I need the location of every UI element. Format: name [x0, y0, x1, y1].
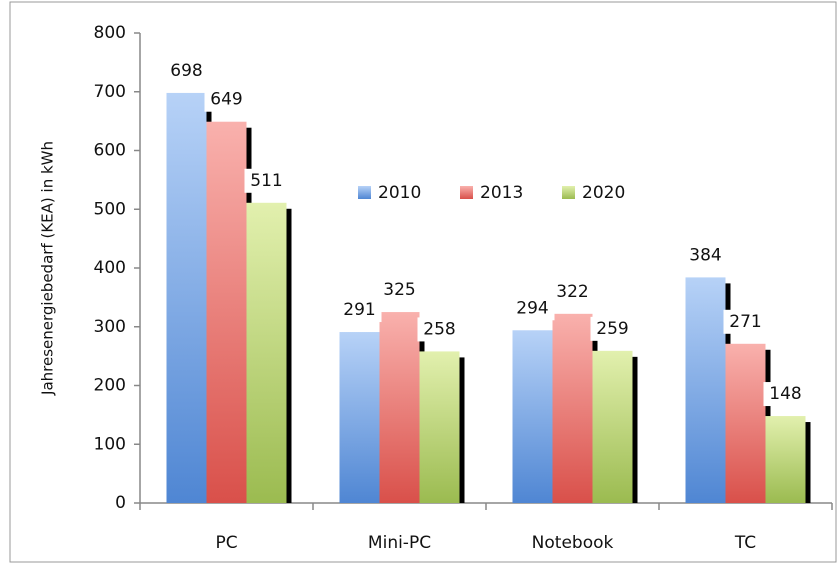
bar	[592, 350, 633, 503]
bar	[725, 343, 766, 503]
data-label: 325	[383, 280, 415, 300]
data-label: 294	[516, 298, 548, 318]
data-label: 649	[210, 90, 242, 110]
data-label: 698	[170, 61, 202, 81]
bar-shadow	[805, 422, 811, 503]
legend-swatch	[562, 186, 575, 199]
bar-shadow	[459, 357, 465, 503]
y-tick-label: 400	[94, 258, 126, 278]
data-label: 384	[689, 245, 721, 265]
data-label-bg	[763, 382, 808, 407]
data-label: 322	[556, 282, 588, 302]
data-label-bg	[417, 317, 462, 342]
bar	[166, 92, 207, 504]
x-tick-label: TC	[734, 533, 756, 553]
legend-label: 2013	[480, 183, 523, 203]
y-tick-label: 700	[94, 82, 126, 102]
y-tick-label: 0	[115, 493, 126, 513]
data-label: 511	[250, 171, 282, 191]
data-label-bg	[337, 298, 382, 323]
bar	[246, 202, 287, 503]
data-label: 148	[769, 384, 801, 404]
data-label-bg	[204, 87, 249, 112]
data-label-bg	[723, 309, 768, 334]
x-tick-label: Notebook	[532, 533, 614, 553]
y-tick-label: 200	[94, 376, 126, 396]
legend-swatch	[358, 186, 371, 199]
data-label-bg	[377, 278, 422, 303]
bar	[419, 351, 460, 503]
bar	[339, 332, 380, 503]
bar-shadow	[286, 208, 292, 503]
data-label: 259	[596, 319, 628, 339]
x-tick-label: PC	[215, 533, 237, 553]
bar-shadow	[632, 356, 638, 503]
data-label-bg	[510, 296, 555, 321]
data-label-bg	[683, 243, 728, 268]
x-tick-label: Mini-PC	[368, 533, 431, 553]
data-label-bg	[164, 58, 209, 83]
y-tick-label: 100	[94, 434, 126, 454]
bar	[512, 330, 553, 503]
legend-label: 2020	[582, 183, 625, 203]
bar	[552, 313, 593, 503]
y-tick-label: 800	[94, 23, 126, 43]
bar	[685, 277, 726, 503]
chart-border	[9, 1, 837, 563]
y-tick-label: 500	[94, 199, 126, 219]
y-tick-label: 300	[94, 317, 126, 337]
bar	[379, 312, 420, 503]
data-label: 258	[423, 319, 455, 339]
data-label: 291	[343, 300, 375, 320]
y-axis-label: Jahresenergiebedarf (KEA) in kWh	[39, 141, 57, 396]
data-label-bg	[590, 316, 635, 341]
data-label: 271	[729, 312, 761, 332]
legend-swatch	[460, 186, 473, 199]
bar	[206, 121, 247, 504]
bar	[765, 416, 806, 503]
legend-bg	[345, 177, 655, 209]
data-label-bg	[550, 279, 595, 304]
data-label-bg	[244, 168, 289, 193]
legend-label: 2010	[378, 183, 421, 203]
y-tick-label: 600	[94, 141, 126, 161]
